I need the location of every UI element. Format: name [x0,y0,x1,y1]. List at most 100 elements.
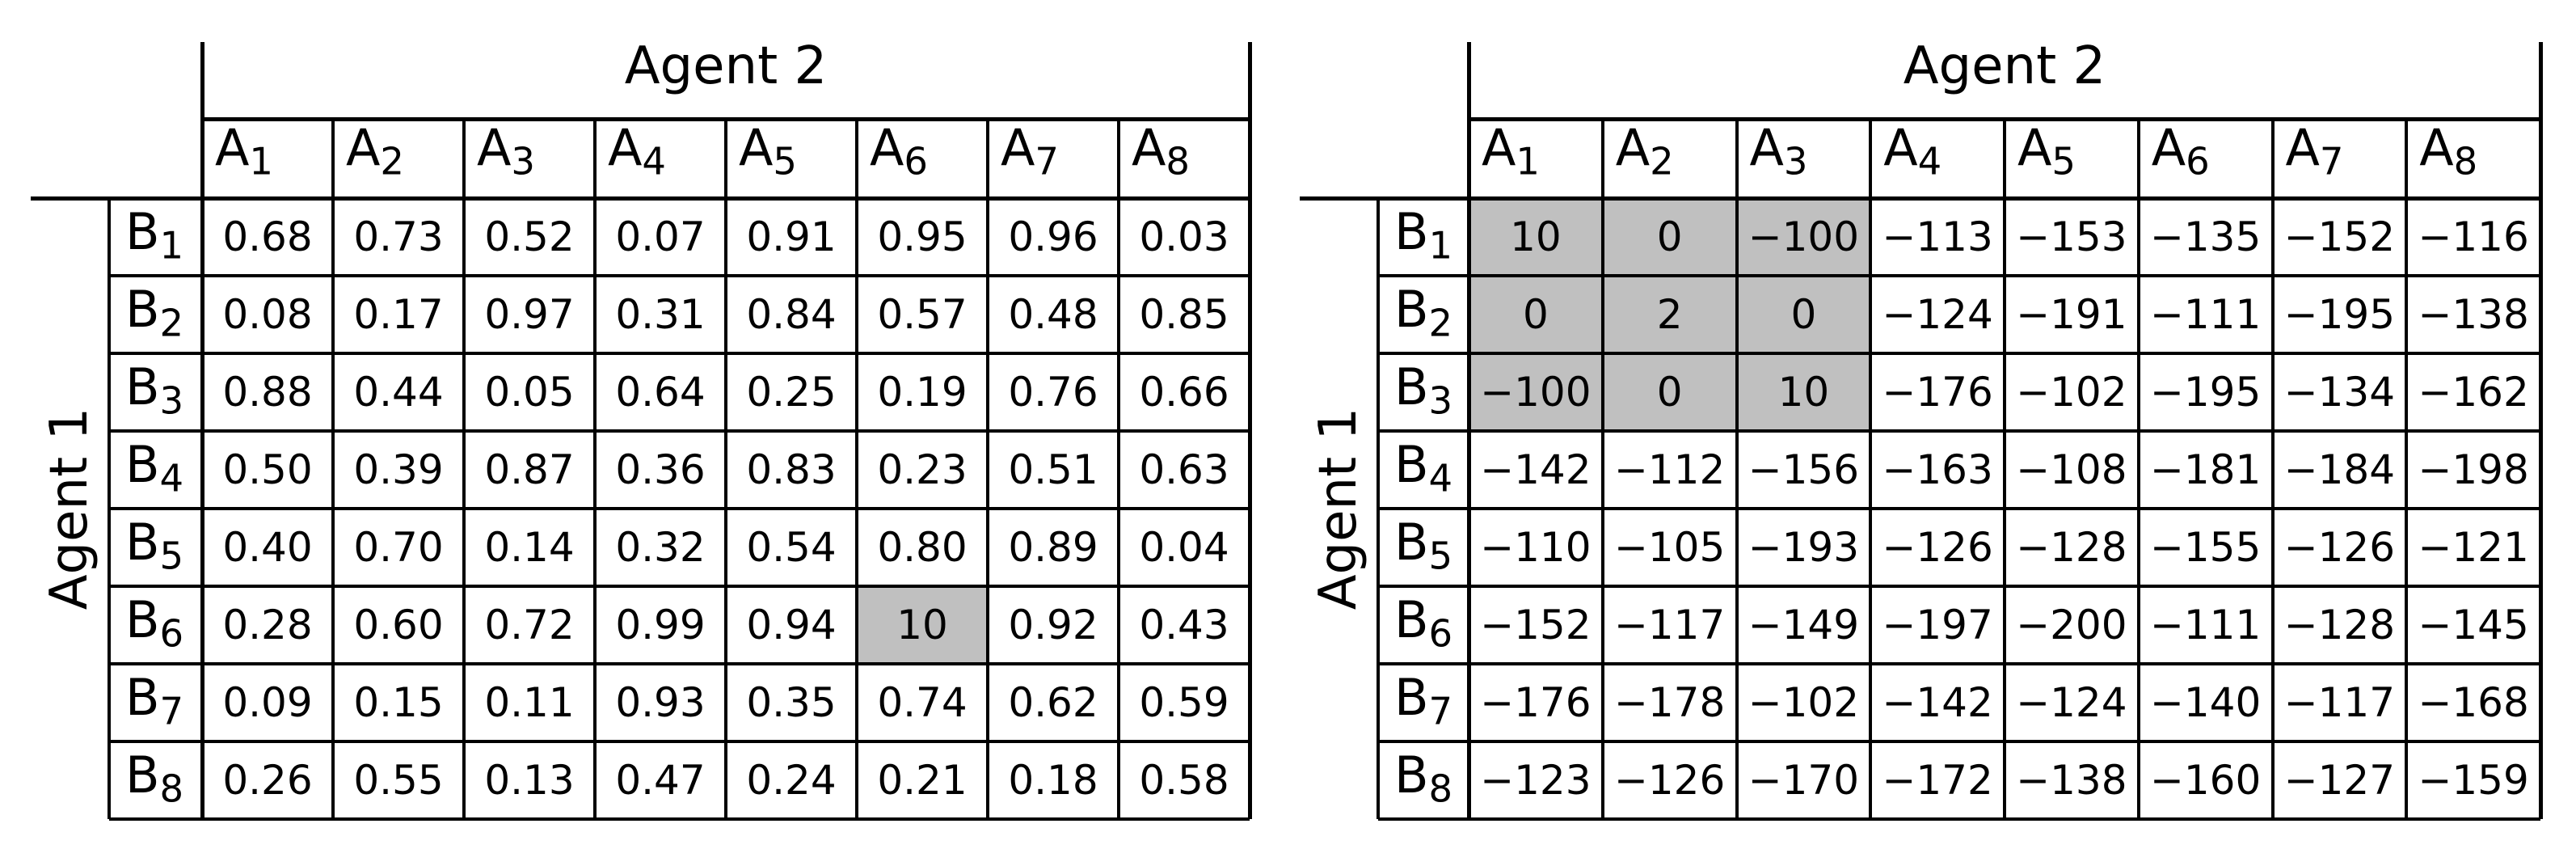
highlight-rect [1602,198,1737,276]
cell-b7-a7: −117 [2283,679,2396,726]
subscript: 5 [2051,139,2076,184]
highlight-rect [1602,353,1737,431]
row-header-b5: B5 [1378,509,1469,586]
column-grid-line [724,119,727,819]
row-header-b4: B4 [1378,431,1469,509]
row-grid-line [109,585,1250,588]
cell-b8-a5: 0.24 [746,757,837,804]
cell-b1-a6: −135 [2149,213,2262,260]
row-header-label: B5 [1394,512,1453,578]
subscript: 7 [1035,139,1060,184]
cell-b4-a2: 0.39 [353,446,444,493]
subscript: 4 [642,139,667,184]
cell-b4-a6: 0.23 [877,446,968,493]
row-header-b7: B7 [1378,664,1469,741]
cell-b7-a5: 0.35 [746,679,837,726]
column-grid-line [462,119,466,819]
cell-b4-a1: −142 [1480,446,1592,493]
cell-b2-a7: −195 [2283,291,2396,338]
cell-b7-a4: 0.93 [615,679,706,726]
cell-b6-a6: 10 [896,602,948,648]
cell-b8-a5: −138 [2016,757,2127,804]
cell-b1-a4: 0.07 [615,213,706,260]
cell-b3-a4: −176 [1882,369,1993,416]
cell-b2-a8: 0.85 [1139,291,1229,338]
row-grid-line [109,662,1250,665]
cell-b4-a8: −198 [2418,446,2529,493]
cell-b5-a8: −121 [2418,524,2529,571]
cell-b4-a3: −156 [1748,446,1860,493]
column-grid-line [2405,119,2409,819]
row-header-label: B8 [125,745,184,811]
cell-b5-a3: −193 [1748,524,1860,571]
col-header-a3: A3 [1737,118,1871,198]
subscript: 4 [1917,139,1942,184]
cell-b1-a4: −113 [1882,213,1993,260]
column-grid-line [1869,119,1873,819]
cell-b4-a5: −108 [2016,446,2127,493]
row-grid-line [1378,274,2540,277]
cell-b6-a2: 0.60 [353,602,444,648]
cell-b5-a2: −105 [1613,524,1726,571]
cell-b3-a3: 10 [1777,369,1830,416]
cell-b5-a1: 0.40 [222,524,313,571]
cell-b2-a2: 2 [1656,291,1683,338]
cell-b7-a2: −178 [1613,679,1726,726]
row-header-label: B2 [1394,279,1453,345]
cell-b1-a2: 0 [1656,213,1683,260]
row-header-b5: B5 [109,509,202,586]
cell-b4-a2: −112 [1613,446,1726,493]
cell-b2-a2: 0.17 [353,291,444,338]
row-grid-line [109,740,1250,743]
col-header-label: A2 [346,117,405,184]
cell-b3-a5: −102 [2016,369,2127,416]
col-header-label: A8 [2419,117,2478,184]
cell-b5-a6: −155 [2149,524,2262,571]
col-header-label: A5 [739,117,798,184]
cell-b6-a5: −200 [2016,602,2127,648]
col-header-a4: A4 [1870,118,2005,198]
cell-b7-a4: −142 [1882,679,1993,726]
subscript: 5 [1428,534,1453,578]
cell-b4-a7: −184 [2283,446,2396,493]
subscript: 8 [1166,139,1191,184]
cell-b8-a7: −127 [2283,757,2396,804]
cell-b4-a6: −181 [2149,446,2262,493]
cell-b8-a6: 0.21 [877,757,968,804]
subscript: 7 [159,689,184,733]
agent-2-title: Agent 2 [1903,36,2106,96]
cell-b8-a4: −172 [1882,757,1993,804]
cell-b3-a7: −134 [2283,369,2396,416]
col-header-label: A4 [608,117,667,184]
cell-b3-a2: 0.44 [353,369,444,416]
col-header-a2: A2 [333,117,464,198]
row-grid-line [109,352,1250,355]
cell-b2-a1: 0 [1522,291,1549,338]
cell-b2-a8: −138 [2418,291,2529,338]
col-header-a6: A6 [2139,118,2273,198]
col-header-label: A7 [1001,117,1060,184]
column-grid-line [2003,119,2006,819]
cell-b5-a5: 0.54 [746,524,837,571]
cell-b3-a2: 0 [1656,369,1683,416]
col-header-label: A3 [477,117,536,184]
cell-b5-a2: 0.70 [353,524,444,571]
cell-b7-a2: 0.15 [353,679,444,726]
cell-b7-a3: −102 [1748,679,1860,726]
row-header-b3: B3 [109,353,202,431]
cell-b8-a8: 0.58 [1139,757,1229,804]
cell-b5-a5: −128 [2016,524,2127,571]
cell-b2-a4: −124 [1882,291,1993,338]
cell-b8-a2: −126 [1613,757,1726,804]
col-header-a3: A3 [464,117,595,198]
cell-b3-a5: 0.25 [746,369,837,416]
row-header-label: B6 [1394,589,1453,656]
highlight-rect [1736,353,1871,431]
row-header-label: B1 [125,201,184,268]
cell-b4-a4: −163 [1882,446,1993,493]
row-header-b2: B2 [109,276,202,353]
cell-b6-a1: 0.28 [222,602,313,648]
subscript: 4 [1428,456,1453,501]
cell-b7-a6: 0.74 [877,679,968,726]
row-header-label: B8 [1394,745,1453,811]
